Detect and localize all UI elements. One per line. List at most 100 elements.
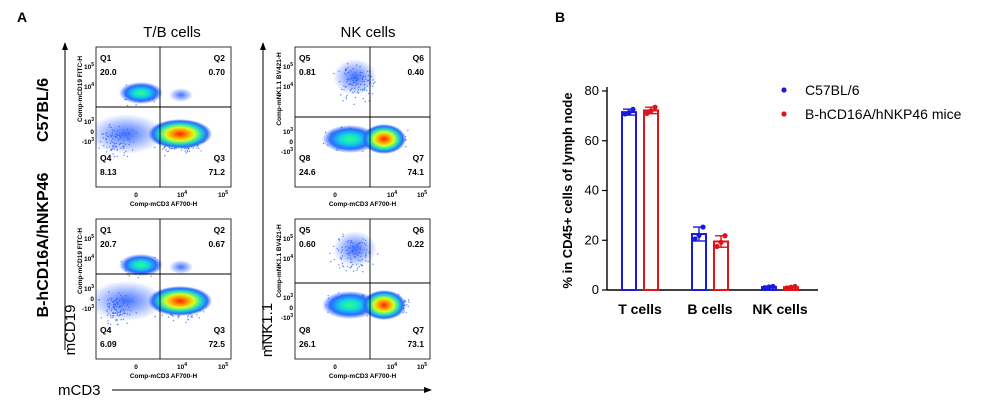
data-point <box>696 233 701 238</box>
legend-label: C57BL/6 <box>805 82 860 98</box>
x-tick-label: 104 <box>387 362 397 371</box>
x-tick-label: 105 <box>218 190 228 199</box>
bar-legend: C57BL/6 B-hCD16A/hNKP46 mice <box>781 82 961 122</box>
data-point <box>692 236 697 241</box>
bar-category-label: T cells <box>618 301 662 317</box>
y-tick-label: 104 <box>84 254 94 263</box>
x-axis-label-mcd3: mCD3 <box>58 382 101 399</box>
x-tick-label: 0 <box>134 192 138 199</box>
bar-y-axis-title: % in CD45+ cells of lymph node <box>560 92 575 288</box>
bar-t-cells-0 <box>622 112 636 290</box>
bar-y-tick-label: 80 <box>585 83 599 98</box>
y-tick-label: 105 <box>283 234 293 243</box>
legend-marker <box>781 111 786 116</box>
y-arrow-tb <box>62 42 68 350</box>
bar-y-tick-label: 60 <box>585 133 599 148</box>
y-tick-label: 105 <box>84 62 94 71</box>
quadrant-name: Q6 <box>413 53 425 63</box>
y-tick-label: 104 <box>84 82 94 91</box>
quadrant-name: Q8 <box>299 325 311 335</box>
data-point <box>718 240 723 245</box>
quadrant-value: 26.1 <box>299 339 316 349</box>
quadrant-value: 8.13 <box>100 167 117 177</box>
row-label-c57: C57BL/6 <box>35 78 52 142</box>
x-tick-label: 105 <box>218 362 228 371</box>
x-tick-label: 105 <box>417 362 427 371</box>
y-axis-label-mcd19: mCD19 <box>62 305 79 356</box>
x-arrow <box>112 387 432 393</box>
quadrant-value: 6.09 <box>100 339 117 349</box>
quadrant-name: Q2 <box>214 53 226 63</box>
x-tick-label: 0 <box>333 364 337 371</box>
quadrant-value: 0.60 <box>299 239 316 249</box>
bar-b-cells-0 <box>692 234 706 290</box>
y-tick-label: 0 <box>289 139 293 146</box>
quadrant-value: 0.22 <box>407 239 424 249</box>
quadrant-value: 72.5 <box>208 339 225 349</box>
legend-label: B-hCD16A/hNKP46 mice <box>805 106 962 122</box>
quadrant-name: Q1 <box>100 53 112 63</box>
quadrant-name: Q4 <box>100 325 112 335</box>
quadrant-name: Q5 <box>299 53 311 63</box>
y-tick-label: 103 <box>84 284 94 293</box>
panel-a-letter: A <box>17 9 27 25</box>
x-tick-label: 0 <box>333 192 337 199</box>
quadrant-name: Q2 <box>214 225 226 235</box>
y-tick-label: -103 <box>281 313 293 322</box>
data-point <box>714 244 719 249</box>
col-title-tb: T/B cells <box>143 24 201 41</box>
quadrant-value: 74.1 <box>407 167 424 177</box>
quadrant-value: 73.1 <box>407 339 424 349</box>
plot-y-axis-title: Comp-mCD19 FITC-H <box>77 56 84 122</box>
quadrant-value: 20.7 <box>100 239 117 249</box>
plot-x-axis-title: Comp-mCD3 AF700-H <box>130 201 198 208</box>
bar-y-tick-label: 40 <box>585 183 599 198</box>
row-label-hcd16a: B-hCD16A/hNKP46 <box>35 172 52 317</box>
x-tick-label: 0 <box>134 364 138 371</box>
plot-y-axis-title: Comp-mNK1.1 BV421-H <box>276 52 283 126</box>
data-point <box>722 233 727 238</box>
y-tick-label: 104 <box>283 82 293 91</box>
quadrant-value: 0.67 <box>208 239 225 249</box>
data-point <box>770 284 775 289</box>
y-tick-label: 0 <box>90 129 94 136</box>
panel-b-letter: B <box>555 9 565 25</box>
y-tick-label: 105 <box>283 62 293 71</box>
y-tick-label: -103 <box>82 304 94 313</box>
quadrant-name: Q7 <box>413 325 425 335</box>
data-point <box>630 107 635 112</box>
bar-chart: 0 20 40 60 80 % in CD45+ cells of lymph node T… <box>560 82 962 317</box>
y-tick-label: 0 <box>289 305 293 312</box>
y-tick-label: 103 <box>283 293 293 302</box>
y-tick-label: 103 <box>283 127 293 136</box>
quadrant-name: Q7 <box>413 153 425 163</box>
bar-y-tick-label: 20 <box>585 232 599 247</box>
y-tick-label: 0 <box>90 296 94 303</box>
data-point <box>700 224 705 229</box>
figure: A T/B cells NK cells C57BL/6 B-hCD16A/hN… <box>0 0 1003 408</box>
x-tick-label: 104 <box>387 190 397 199</box>
quadrant-name: Q6 <box>413 225 425 235</box>
x-tick-label: 105 <box>417 190 427 199</box>
quadrant-value: 71.2 <box>208 167 225 177</box>
legend-marker <box>781 87 786 92</box>
quadrant-value: 0.70 <box>208 67 225 77</box>
data-point <box>652 105 657 110</box>
flow-plots: Q120.0Q20.70Q48.13Q371.21051041030-1030 1… <box>77 47 430 380</box>
plot-y-axis-title: Comp-mNK1.1 BV421-H <box>276 224 283 298</box>
data-point <box>648 108 653 113</box>
quadrant-value: 24.6 <box>299 167 316 177</box>
quadrant-name: Q1 <box>100 225 112 235</box>
quadrant-name: Q3 <box>214 153 226 163</box>
x-tick-label: 104 <box>177 362 187 371</box>
y-tick-label: 104 <box>283 254 293 263</box>
quadrant-value: 20.0 <box>100 67 117 77</box>
y-tick-label: 105 <box>84 234 94 243</box>
quadrant-name: Q5 <box>299 225 311 235</box>
bar-t-cells-1 <box>644 110 658 290</box>
plot-x-axis-title: Comp-mCD3 AF700-H <box>329 201 397 208</box>
quadrant-value: 0.81 <box>299 67 316 77</box>
